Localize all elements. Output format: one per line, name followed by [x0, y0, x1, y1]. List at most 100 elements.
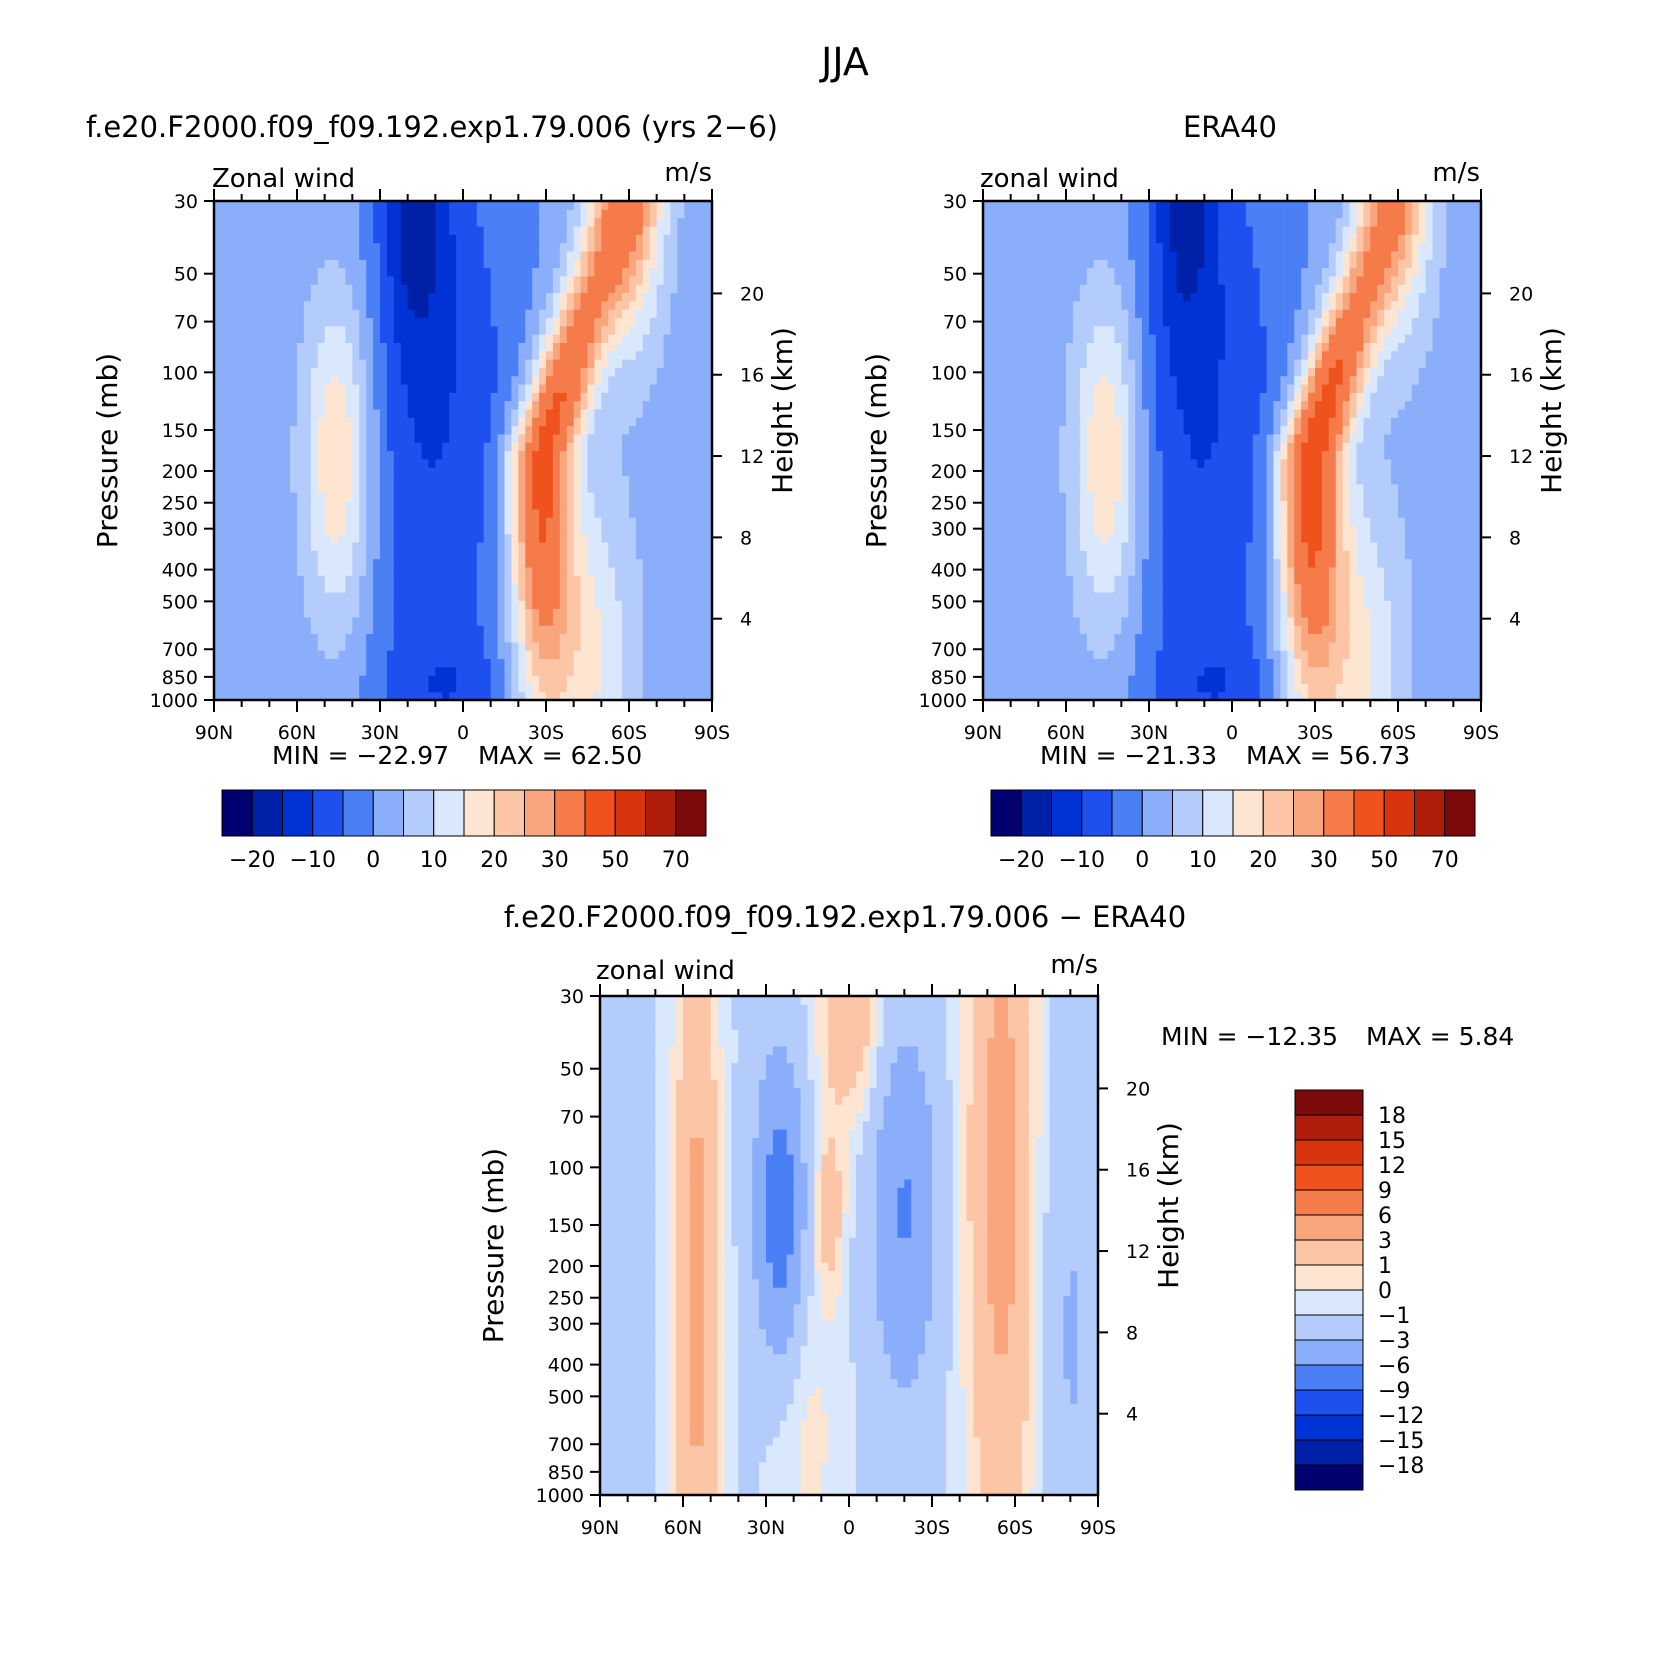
field-cell — [601, 225, 609, 235]
field-cell — [386, 275, 395, 285]
field-cell — [317, 392, 326, 402]
field-cell — [442, 375, 450, 385]
field-cell — [463, 583, 471, 593]
field-cell — [642, 616, 651, 626]
field-cell — [684, 550, 692, 560]
field-cell — [532, 600, 540, 610]
field-cell — [476, 633, 485, 643]
field-cell — [303, 392, 312, 402]
field-cell — [601, 383, 609, 393]
field-cell — [532, 350, 540, 360]
field-cell — [511, 550, 519, 560]
y-axis-label: Pressure (mb) — [91, 353, 124, 548]
field-cell — [449, 425, 457, 435]
field-cell — [352, 666, 360, 676]
field-cell — [649, 201, 658, 210]
field-cell — [573, 450, 582, 460]
field-cell — [442, 433, 450, 443]
field-cell — [705, 242, 712, 252]
field-cell — [428, 558, 436, 568]
field-cell — [539, 425, 547, 435]
field-cell — [386, 508, 395, 518]
field-cell — [214, 541, 222, 551]
field-cell — [290, 300, 298, 310]
field-cell — [1038, 666, 1046, 676]
field-cell — [546, 408, 554, 418]
field-cell — [1017, 442, 1026, 452]
field-cell — [297, 234, 305, 244]
field-cell — [262, 508, 270, 518]
field-cell — [255, 201, 264, 210]
field-cell — [649, 550, 658, 560]
field-cell — [1038, 250, 1046, 260]
field-cell — [552, 683, 561, 693]
field-cell — [705, 334, 712, 343]
field-cell — [642, 433, 651, 443]
field-cell — [303, 508, 312, 518]
field-cell — [996, 533, 1005, 543]
field-cell — [241, 492, 250, 501]
field-cell — [352, 600, 360, 610]
field-cell — [400, 525, 409, 535]
field-cell — [331, 408, 340, 418]
field-cell — [483, 292, 492, 302]
field-cell — [476, 625, 485, 635]
field-cell — [310, 334, 319, 343]
field-cell — [463, 359, 471, 368]
field-cell — [629, 658, 637, 668]
field-cell — [262, 691, 270, 700]
field-cell — [483, 550, 492, 560]
field-cell — [580, 525, 589, 535]
field-cell — [248, 334, 257, 343]
field-cell — [324, 400, 333, 410]
field-cell — [463, 508, 471, 518]
field-cell — [1010, 400, 1019, 410]
field-cell — [380, 683, 388, 693]
field-cell — [352, 259, 360, 269]
field-cell — [587, 425, 596, 435]
field-cell — [331, 400, 340, 410]
field-cell — [698, 616, 706, 626]
field-cell — [303, 383, 312, 393]
field-cell — [635, 458, 644, 468]
field-cell — [996, 650, 1005, 660]
field-cell — [421, 625, 430, 635]
field-cell — [497, 467, 506, 477]
field-cell — [421, 450, 430, 460]
field-cell — [518, 383, 526, 393]
field-cell — [234, 633, 243, 643]
field-cell — [456, 492, 464, 501]
field-cell — [456, 566, 464, 576]
field-cell — [241, 392, 250, 402]
field-cell — [400, 683, 409, 693]
field-cell — [1031, 650, 1039, 660]
field-cell — [504, 583, 513, 593]
field-cell — [214, 575, 222, 585]
field-cell — [317, 201, 326, 210]
field-cell — [525, 608, 533, 618]
field-cell — [310, 300, 319, 310]
field-cell — [345, 309, 353, 319]
field-cell — [615, 508, 623, 518]
field-cell — [331, 392, 340, 402]
field-cell — [989, 367, 998, 377]
field-cell — [629, 267, 637, 277]
field-cell — [463, 633, 471, 643]
field-cell — [677, 525, 685, 535]
field-cell — [1003, 550, 1012, 560]
field-cell — [518, 325, 526, 335]
field-cell — [580, 284, 589, 294]
field-cell — [456, 458, 464, 468]
field-cell — [283, 641, 291, 651]
field-cell — [428, 392, 436, 402]
field-cell — [407, 250, 416, 260]
field-cell — [580, 467, 589, 477]
field-cell — [331, 492, 340, 501]
field-cell — [684, 433, 692, 443]
field-cell — [566, 275, 575, 285]
field-cell — [511, 533, 519, 543]
panel-era40: ERA40 zonal wind m/s 3050701001502002503… — [860, 110, 1568, 873]
field-cell — [345, 275, 353, 285]
field-cell — [345, 492, 353, 501]
field-cell — [546, 433, 554, 443]
